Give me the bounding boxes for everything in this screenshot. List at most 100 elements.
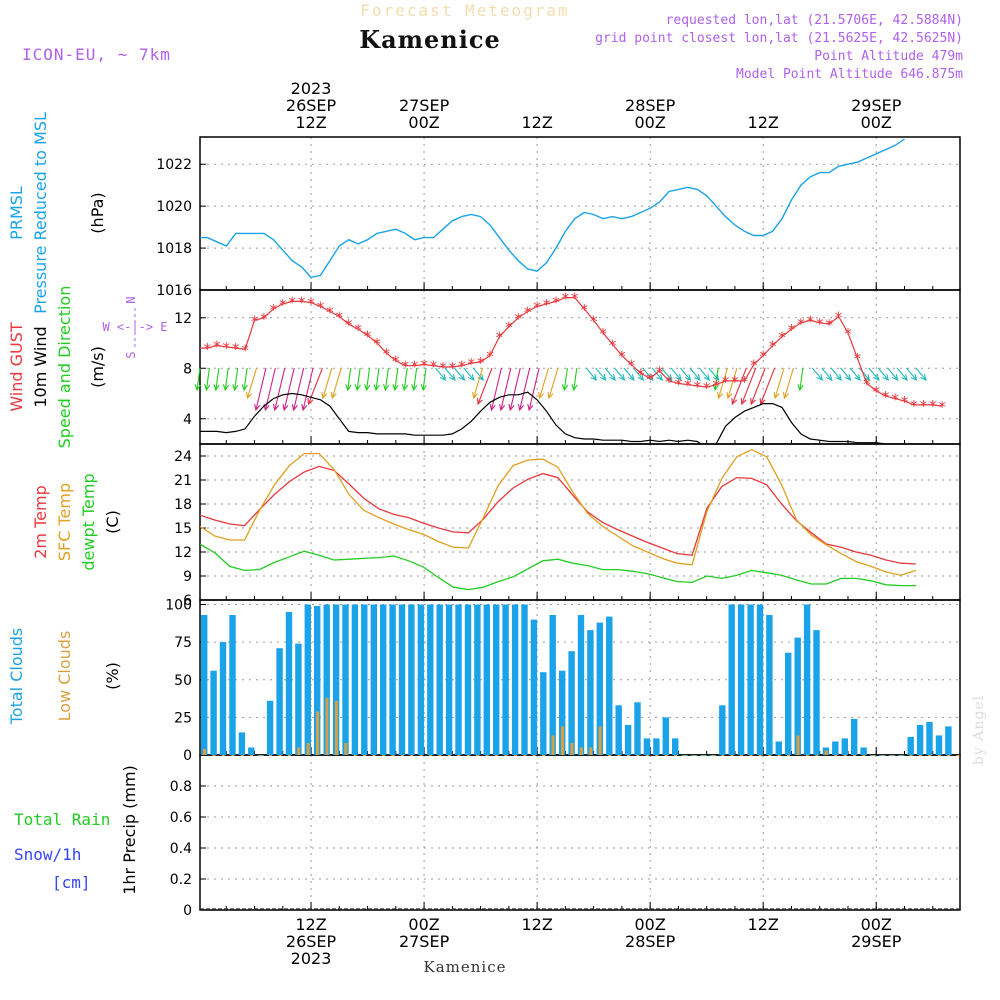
wind-arrow-head xyxy=(773,391,780,400)
low-cloud-bar xyxy=(702,755,706,756)
total-cloud-bar xyxy=(219,642,227,755)
low-cloud-bar xyxy=(297,747,301,755)
total-cloud-bar xyxy=(417,604,425,755)
low-cloud-bar xyxy=(532,755,536,756)
gust-marker: * xyxy=(712,377,721,395)
panels: 1016 1018 1020 1022 4 8 12 6 9 12 15 18 21 24 0 25 50 75 1… xyxy=(7,112,961,919)
wind-arrow xyxy=(858,367,870,381)
low-cloud-bar xyxy=(250,755,254,756)
time-label: 12Z xyxy=(748,113,779,132)
wind-arrow xyxy=(413,367,418,391)
gust-marker: * xyxy=(589,312,598,330)
gust-marker: * xyxy=(900,393,909,411)
wind-arrow xyxy=(375,367,380,391)
time-label: 26SEP xyxy=(286,96,337,115)
wind-arrow-head xyxy=(816,374,824,381)
wind-arrow xyxy=(614,367,625,381)
gust-marker: * xyxy=(420,356,429,374)
gust-marker: * xyxy=(486,348,495,366)
gust-marker: * xyxy=(759,348,768,366)
gust-marker: * xyxy=(495,329,504,347)
total-cloud-bar xyxy=(577,615,585,755)
low-cloud-bar xyxy=(881,755,885,756)
wind-arrow xyxy=(651,367,663,381)
time-label: 12Z xyxy=(521,915,552,934)
wind-arrow-head xyxy=(449,374,456,381)
total-cloud-bar xyxy=(248,747,255,755)
wind-arrow xyxy=(750,367,766,405)
station-title: Kamenice xyxy=(359,25,501,54)
gust-marker: * xyxy=(646,370,655,388)
low-cloud-bar xyxy=(834,755,838,756)
low-cloud-bar xyxy=(636,755,640,756)
gust-marker: * xyxy=(909,397,918,415)
total-cloud-bar xyxy=(926,721,933,755)
low-cloud-bar xyxy=(655,755,659,756)
total-cloud-bar xyxy=(361,604,368,755)
wind-arrow xyxy=(830,367,842,381)
wind-arrow-head xyxy=(901,374,908,381)
temp-unit: (C) xyxy=(103,510,122,534)
wind-arrow-head xyxy=(254,404,261,412)
y-tick-label: 75 xyxy=(174,635,192,651)
wind-unit: (m/s) xyxy=(88,346,107,388)
y-tick-label: 0.8 xyxy=(170,779,192,795)
clouds-unit: (%) xyxy=(103,662,122,690)
time-label: 00Z xyxy=(408,915,439,934)
low-cloud-bar xyxy=(570,743,574,755)
time-label: 26SEP xyxy=(286,932,337,951)
wind-arrow-head xyxy=(712,374,720,381)
temp-line-0 xyxy=(200,465,916,565)
low-cloud-bar xyxy=(796,735,800,755)
gust-label: Wind GUST xyxy=(7,322,26,412)
wind-arrow xyxy=(717,367,729,399)
gust-marker: * xyxy=(749,356,758,374)
y-tick-label: 1022 xyxy=(156,157,192,173)
wind-arrow xyxy=(509,367,521,411)
wind-arrow xyxy=(519,367,531,411)
total-cloud-bar xyxy=(445,604,453,755)
wind-arrow-head xyxy=(547,391,554,400)
wind-arrow-head xyxy=(618,374,626,381)
total-cloud-bar xyxy=(483,604,490,755)
wind-arrow-head xyxy=(517,404,524,412)
low-cloud-bar xyxy=(363,755,367,756)
panel-frame xyxy=(199,443,961,601)
wind-arrow-head xyxy=(301,404,308,412)
gust-marker: * xyxy=(401,358,410,376)
low-cloud-bar xyxy=(485,755,489,756)
low-cloud-bar xyxy=(212,755,216,756)
credit-watermark: by Angel xyxy=(971,695,987,765)
gust-marker: * xyxy=(693,378,702,396)
wind-arrow-head xyxy=(740,397,747,406)
low-cloud-bar xyxy=(551,735,555,755)
wind-arrow xyxy=(868,367,880,381)
low-cloud-bar xyxy=(447,755,451,756)
wind-arrow-head xyxy=(703,374,711,381)
low-cloud-bar xyxy=(400,755,404,756)
time-label: 00Z xyxy=(861,915,892,934)
wind-arrow xyxy=(463,367,475,381)
low-cloud-bar xyxy=(805,755,809,756)
gust-marker: * xyxy=(730,373,739,391)
low-cloud-bar xyxy=(787,755,790,756)
low-cloud-bar xyxy=(815,755,819,756)
gust-marker: * xyxy=(222,339,231,357)
low-cloud-bar xyxy=(900,755,904,756)
wind-arrow-head xyxy=(222,384,230,392)
gust-marker: * xyxy=(806,312,815,330)
wind-arrow xyxy=(731,367,747,405)
low-cloud-bar xyxy=(278,755,282,756)
low-cloud-bar xyxy=(523,755,527,756)
gust-marker: * xyxy=(919,397,928,415)
gust-marker: * xyxy=(410,358,419,376)
low-cloud-bar xyxy=(316,711,319,755)
time-label: 12Z xyxy=(295,915,326,934)
total-cloud-bar xyxy=(851,718,858,755)
wind-arrow xyxy=(774,367,785,399)
wind-arrow-head xyxy=(590,374,598,381)
y-tick-label: 24 xyxy=(174,449,192,465)
time-label: 29SEP xyxy=(851,932,902,951)
low-cloud-bar xyxy=(608,755,612,756)
